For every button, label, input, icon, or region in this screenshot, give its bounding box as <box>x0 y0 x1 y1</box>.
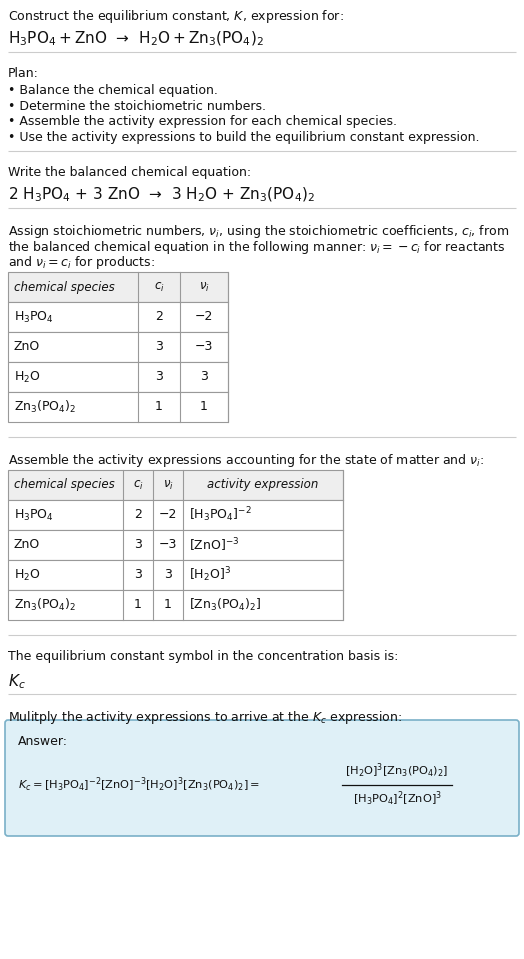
Text: the balanced chemical equation in the following manner: $\nu_i = -c_i$ for react: the balanced chemical equation in the fo… <box>8 239 506 255</box>
Bar <box>8 590 343 620</box>
Text: 1: 1 <box>164 598 172 612</box>
Text: $[\mathrm{H_2O}]^3[\mathrm{Zn_3(PO_4)_2}]$: $[\mathrm{H_2O}]^3[\mathrm{Zn_3(PO_4)_2}… <box>345 761 449 781</box>
Text: The equilibrium constant symbol in the concentration basis is:: The equilibrium constant symbol in the c… <box>8 650 398 663</box>
Text: 3: 3 <box>164 569 172 581</box>
Text: $c_i$: $c_i$ <box>154 280 165 293</box>
Bar <box>8 470 343 500</box>
Text: 1: 1 <box>200 401 208 413</box>
Text: $\mathrm{H_3PO_4}$: $\mathrm{H_3PO_4}$ <box>14 507 54 523</box>
Text: ZnO: ZnO <box>14 340 40 354</box>
Text: $\mathrm{H_3PO_4 + ZnO}$  →  $\mathrm{H_2O + Zn_3(PO_4)_2}$: $\mathrm{H_3PO_4 + ZnO}$ → $\mathrm{H_2O… <box>8 30 264 48</box>
Text: Answer:: Answer: <box>18 735 68 748</box>
Text: Assemble the activity expressions accounting for the state of matter and $\nu_i$: Assemble the activity expressions accoun… <box>8 452 484 469</box>
Text: 1: 1 <box>155 401 163 413</box>
Text: Construct the equilibrium constant, $K$, expression for:: Construct the equilibrium constant, $K$,… <box>8 8 344 25</box>
Text: Write the balanced chemical equation:: Write the balanced chemical equation: <box>8 166 251 179</box>
Text: 1: 1 <box>134 598 142 612</box>
Text: • Determine the stoichiometric numbers.: • Determine the stoichiometric numbers. <box>8 100 266 112</box>
Text: $\mathrm{Zn_3(PO_4)_2}$: $\mathrm{Zn_3(PO_4)_2}$ <box>14 596 77 613</box>
Text: Assign stoichiometric numbers, $\nu_i$, using the stoichiometric coefficients, $: Assign stoichiometric numbers, $\nu_i$, … <box>8 223 509 240</box>
Text: 3: 3 <box>200 370 208 384</box>
Text: $\mathrm{Zn_3(PO_4)_2}$: $\mathrm{Zn_3(PO_4)_2}$ <box>14 399 77 415</box>
Text: $c_i$: $c_i$ <box>133 479 144 492</box>
FancyBboxPatch shape <box>5 720 519 836</box>
Text: $\mathrm{H_2O}$: $\mathrm{H_2O}$ <box>14 568 40 582</box>
Bar <box>8 332 228 362</box>
Text: 3: 3 <box>134 539 142 551</box>
Text: 2: 2 <box>155 311 163 323</box>
Text: 2 $\mathrm{H_3PO_4}$ + 3 ZnO  →  3 $\mathrm{H_2O}$ + $\mathrm{Zn_3(PO_4)_2}$: 2 $\mathrm{H_3PO_4}$ + 3 ZnO → 3 $\mathr… <box>8 186 315 204</box>
Bar <box>8 500 343 530</box>
Text: Plan:: Plan: <box>8 67 39 80</box>
Text: $[\mathrm{H_3PO_4}]^2[\mathrm{ZnO}]^3$: $[\mathrm{H_3PO_4}]^2[\mathrm{ZnO}]^3$ <box>353 790 442 808</box>
Text: $[\mathrm{H_2O}]^3$: $[\mathrm{H_2O}]^3$ <box>189 566 231 584</box>
Text: ZnO: ZnO <box>14 539 40 551</box>
Text: $\mathrm{H_3PO_4}$: $\mathrm{H_3PO_4}$ <box>14 310 54 324</box>
Bar <box>8 392 228 422</box>
Text: −2: −2 <box>159 508 177 522</box>
Text: 3: 3 <box>134 569 142 581</box>
Text: $\nu_i$: $\nu_i$ <box>199 280 210 293</box>
Bar <box>8 272 228 302</box>
Bar <box>8 560 343 590</box>
Text: and $\nu_i = c_i$ for products:: and $\nu_i = c_i$ for products: <box>8 254 155 271</box>
Text: 3: 3 <box>155 340 163 354</box>
Text: $\mathrm{H_2O}$: $\mathrm{H_2O}$ <box>14 369 40 385</box>
Text: $\nu_i$: $\nu_i$ <box>162 479 173 492</box>
Text: chemical species: chemical species <box>14 479 115 492</box>
Text: $[\mathrm{H_3PO_4}]^{-2}$: $[\mathrm{H_3PO_4}]^{-2}$ <box>189 505 252 525</box>
Bar <box>8 530 343 560</box>
Text: • Use the activity expressions to build the equilibrium constant expression.: • Use the activity expressions to build … <box>8 130 479 144</box>
Text: −3: −3 <box>195 340 213 354</box>
Text: $K_c = [\mathrm{H_3PO_4}]^{-2}[\mathrm{ZnO}]^{-3}[\mathrm{H_2O}]^3[\mathrm{Zn_3(: $K_c = [\mathrm{H_3PO_4}]^{-2}[\mathrm{Z… <box>18 776 260 794</box>
Bar <box>8 302 228 332</box>
Text: −2: −2 <box>195 311 213 323</box>
Text: $K_c$: $K_c$ <box>8 672 26 690</box>
Text: • Assemble the activity expression for each chemical species.: • Assemble the activity expression for e… <box>8 115 397 128</box>
Text: 3: 3 <box>155 370 163 384</box>
Text: $[\mathrm{Zn_3(PO_4)_2}]$: $[\mathrm{Zn_3(PO_4)_2}]$ <box>189 596 261 613</box>
Text: • Balance the chemical equation.: • Balance the chemical equation. <box>8 84 218 97</box>
Text: Mulitply the activity expressions to arrive at the $K_c$ expression:: Mulitply the activity expressions to arr… <box>8 709 402 726</box>
Text: $[\mathrm{ZnO}]^{-3}$: $[\mathrm{ZnO}]^{-3}$ <box>189 536 239 553</box>
Bar <box>8 362 228 392</box>
Text: 2: 2 <box>134 508 142 522</box>
Text: activity expression: activity expression <box>208 479 319 492</box>
Text: chemical species: chemical species <box>14 280 115 293</box>
Text: −3: −3 <box>159 539 177 551</box>
